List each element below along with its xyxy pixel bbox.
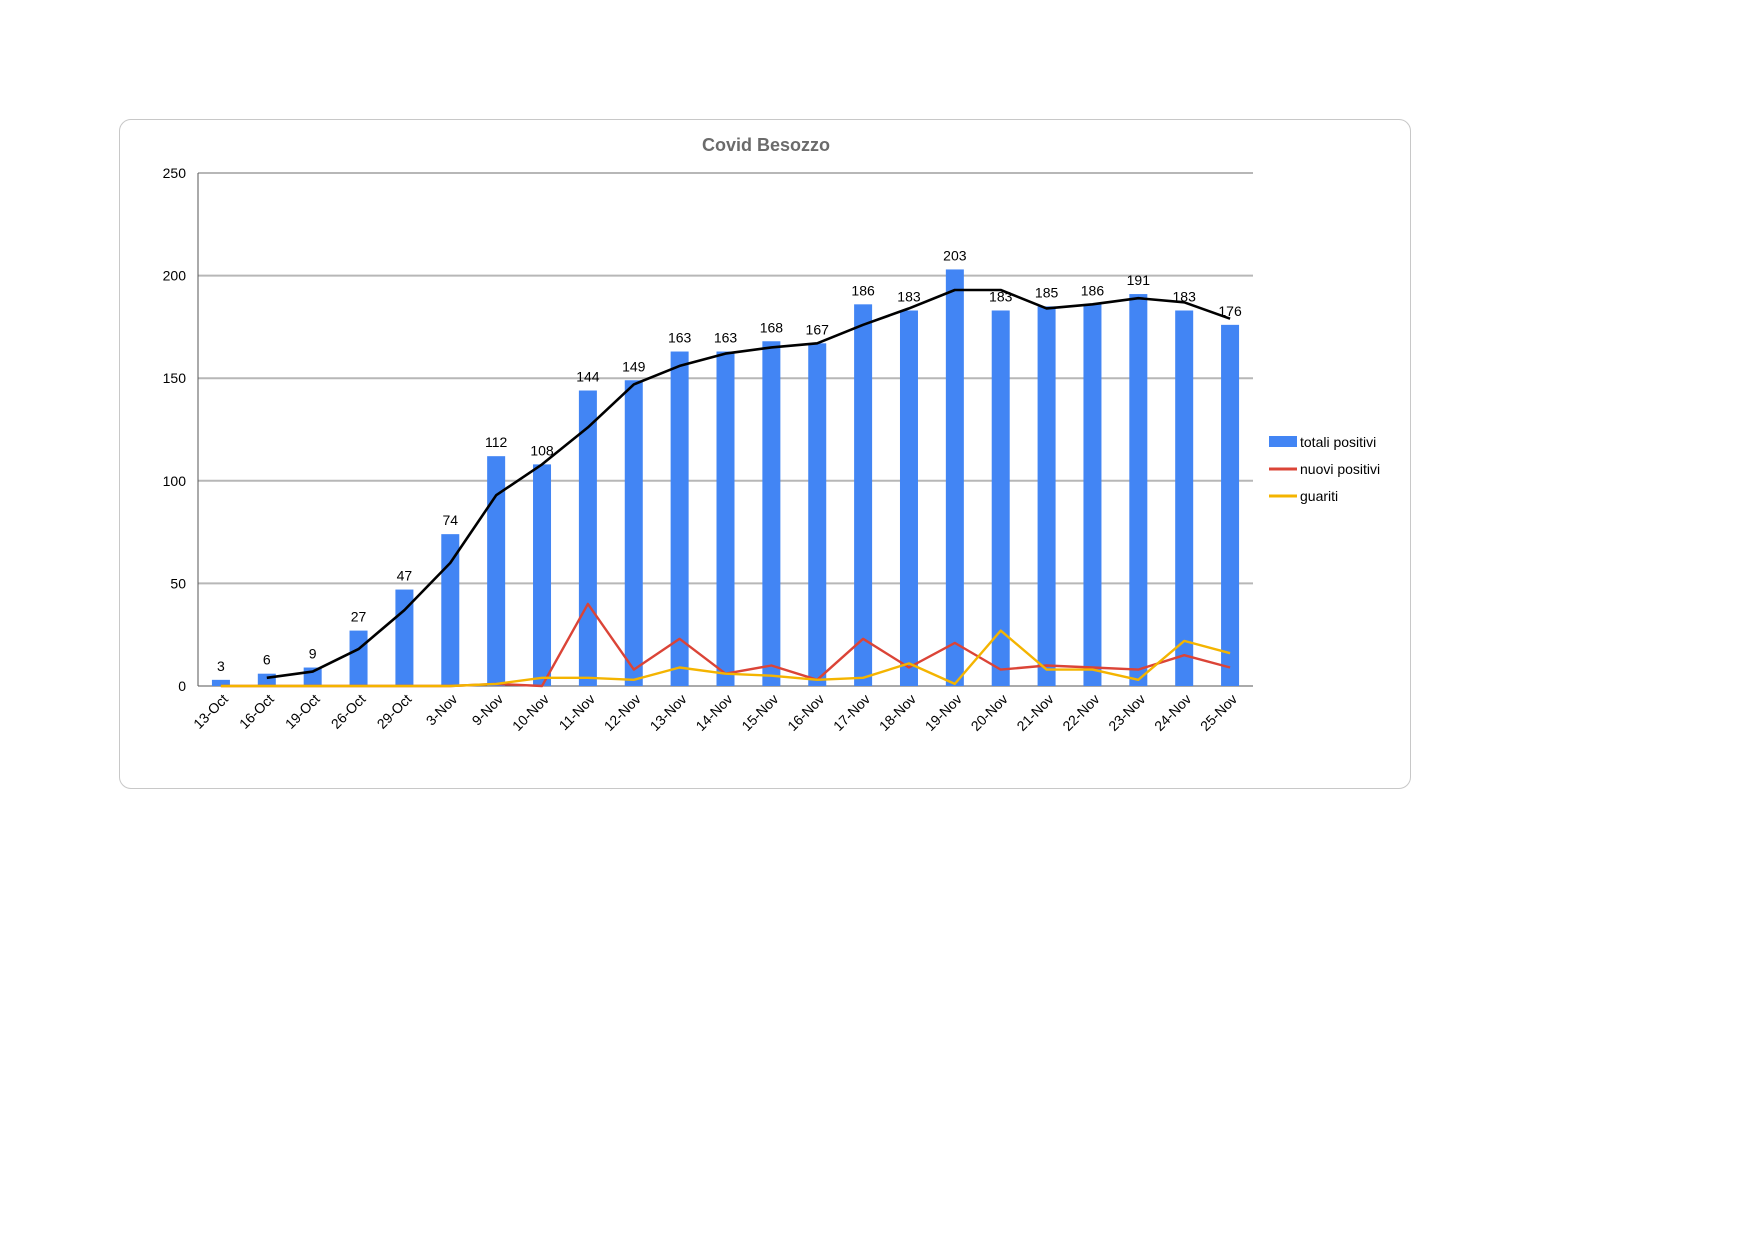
series-line (220, 629, 1231, 688)
bar-value-label: 191 (1127, 272, 1151, 288)
x-tick-label: 13-Nov (647, 691, 690, 734)
lines (220, 288, 1231, 688)
chart-title: Covid Besozzo (702, 135, 830, 155)
bar (899, 310, 918, 686)
legend-label: guariti (1300, 488, 1338, 504)
bar (533, 464, 552, 686)
bar (1221, 324, 1240, 686)
bar (1037, 306, 1056, 686)
bar (991, 310, 1010, 686)
y-tick-label: 50 (170, 575, 186, 591)
bar-value-label: 183 (1173, 288, 1197, 304)
y-tick-label: 100 (163, 473, 187, 489)
bar (487, 456, 506, 686)
bar (670, 351, 689, 686)
bar-value-label: 203 (943, 247, 967, 263)
bar-value-label: 6 (263, 652, 271, 668)
x-tick-label: 18-Nov (876, 691, 919, 734)
x-tick-label: 17-Nov (830, 691, 873, 734)
x-tick-label: 10-Nov (509, 691, 552, 734)
bar-value-label: 183 (989, 288, 1013, 304)
x-tick-label: 24-Nov (1151, 691, 1194, 734)
bar (257, 673, 276, 686)
bar-value-label: 185 (1035, 284, 1059, 300)
x-tick-label: 15-Nov (738, 691, 781, 734)
bars (211, 269, 1240, 686)
bar (1083, 304, 1102, 686)
legend-swatch (1269, 436, 1297, 447)
chart-card: Covid Besozzo 0 50 100 150 200 250 3 6 9 27 47 74 1… (119, 119, 1411, 789)
x-tick-label: 29-Oct (374, 691, 415, 732)
bar-value-label: 108 (530, 442, 554, 458)
x-tick-label: 14-Nov (692, 691, 735, 734)
y-tick-label: 0 (178, 678, 186, 694)
x-tick-label: 16-Oct (236, 691, 277, 732)
x-tick-label: 26-Oct (328, 691, 369, 732)
bar (854, 304, 873, 686)
legend-label: totali positivi (1300, 434, 1376, 450)
x-tick-label: 21-Nov (1013, 691, 1056, 734)
bar-value-label: 112 (485, 434, 508, 450)
bar (349, 630, 368, 686)
x-tick-label: 19-Nov (922, 691, 965, 734)
bar-value-label: 27 (351, 609, 367, 625)
data-labels: 3 6 9 27 47 74 112 108 144 149 163 163 168 167 186 183 2… (217, 247, 1242, 673)
x-tick-label: 19-Oct (282, 691, 323, 732)
bar-value-label: 163 (714, 330, 738, 346)
bar-value-label: 176 (1218, 303, 1242, 319)
bar-value-label: 186 (1081, 282, 1105, 298)
x-tick-label: 12-Nov (601, 691, 644, 734)
bar (945, 269, 964, 686)
bar-value-label: 74 (442, 512, 458, 528)
x-tick-label: 25-Nov (1197, 691, 1240, 734)
x-tick-label: 3-Nov (423, 691, 461, 729)
bar-value-label: 3 (217, 658, 225, 674)
x-tick-label: 23-Nov (1105, 691, 1148, 734)
y-tick-label: 200 (163, 268, 187, 284)
bar-value-label: 183 (897, 288, 921, 304)
bar-value-label: 186 (851, 282, 875, 298)
bar (1129, 294, 1148, 686)
bar (441, 534, 460, 686)
bar (578, 390, 597, 686)
bar-value-label: 163 (668, 330, 692, 346)
x-tick-label: 16-Nov (784, 691, 827, 734)
y-axis-ticks: 0 50 100 150 200 250 (163, 165, 187, 694)
x-tick-label: 13-Oct (190, 691, 231, 732)
x-tick-label: 22-Nov (1059, 691, 1102, 734)
y-tick-label: 250 (163, 165, 187, 181)
bar-value-label: 9 (309, 646, 317, 662)
bar (716, 351, 735, 686)
bar-value-label: 149 (622, 358, 646, 374)
legend: totali positivi nuovi positivi guariti (1269, 434, 1380, 504)
x-tick-label: 9-Nov (469, 691, 507, 729)
x-axis-ticks: 13-Oct 16-Oct 19-Oct 26-Oct 29-Oct 3-Nov 9-Nov… (190, 691, 1240, 734)
bar (211, 679, 230, 686)
bar-value-label: 47 (397, 568, 413, 584)
bar-value-label: 167 (806, 321, 830, 337)
trend-line (266, 288, 1231, 680)
x-tick-label: 11-Nov (556, 691, 598, 733)
bar (1175, 310, 1194, 686)
bar (808, 343, 827, 686)
bar (762, 341, 781, 686)
bar (624, 380, 643, 686)
y-tick-label: 150 (163, 370, 187, 386)
chart-svg: Covid Besozzo 0 50 100 150 200 250 3 6 9 27 47 74 1… (163, 135, 1381, 734)
bar-value-label: 144 (576, 369, 600, 385)
bar-value-label: 168 (760, 319, 784, 335)
legend-label: nuovi positivi (1300, 461, 1380, 477)
x-tick-label: 20-Nov (968, 691, 1011, 734)
